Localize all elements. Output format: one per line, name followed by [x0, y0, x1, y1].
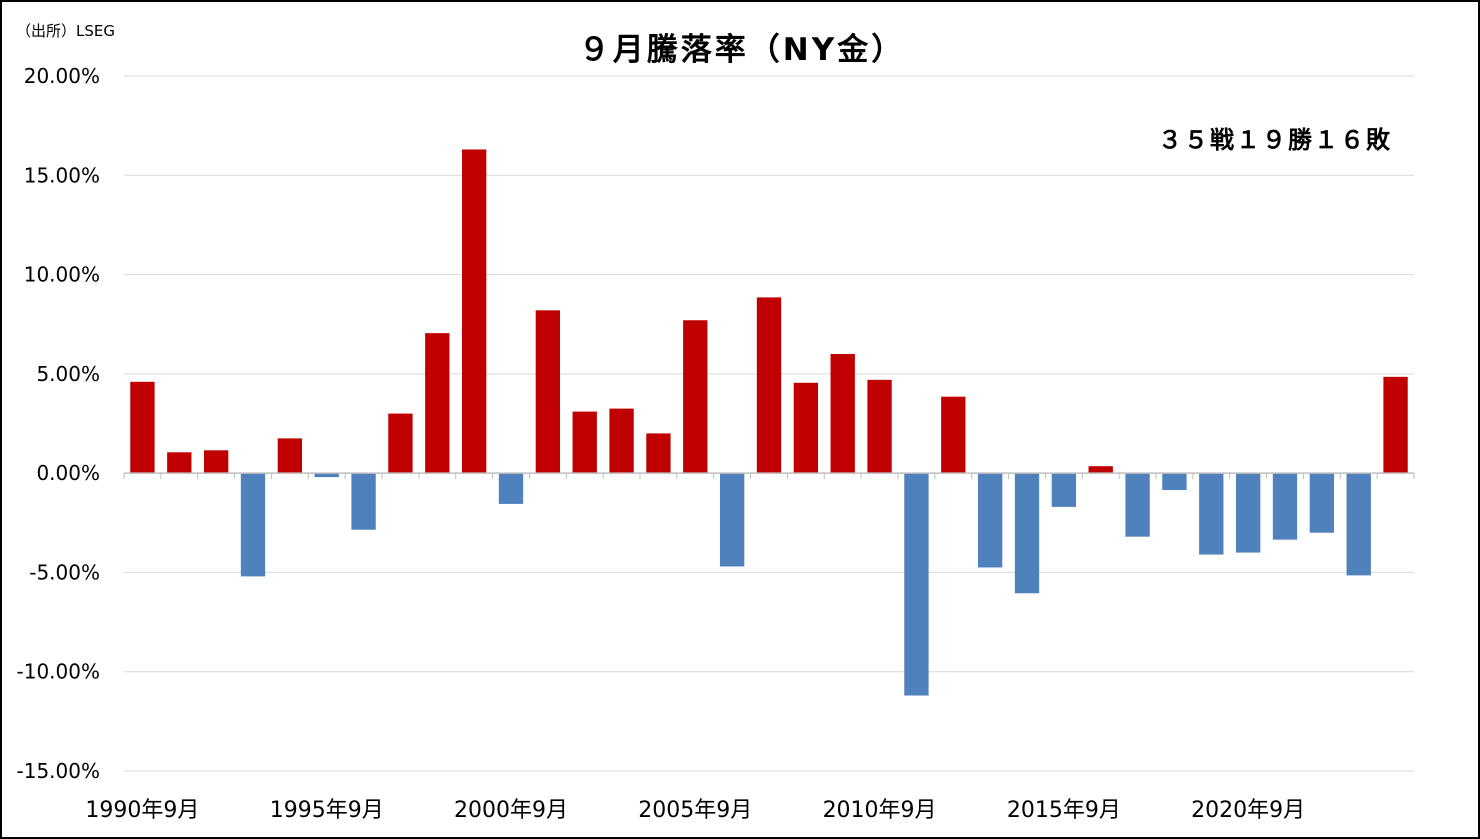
chart-title: ９月騰落率（NY金） — [578, 32, 906, 68]
bar-1995 — [314, 473, 339, 478]
bar-2023 — [1346, 473, 1371, 576]
y-tick-label: 15.00% — [24, 163, 100, 187]
bar-2006 — [719, 473, 745, 567]
bar-2000 — [498, 473, 524, 504]
x-tick-label: 2015年9月 — [1007, 798, 1121, 823]
bar-2013 — [977, 473, 1003, 568]
x-tick-label: 1990年9月 — [85, 798, 199, 823]
bar-2021 — [1272, 473, 1298, 540]
y-tick-label: 20.00% — [24, 64, 100, 88]
bar-2010 — [867, 379, 892, 474]
bar-2017 — [1125, 473, 1150, 537]
bar-1991 — [167, 452, 192, 474]
bar-2011 — [904, 473, 929, 696]
y-tick-label: 0.00% — [36, 461, 100, 485]
bar-1998 — [425, 333, 450, 474]
x-tick-label: 2000年9月 — [454, 798, 568, 823]
bar-2003 — [609, 408, 634, 474]
bar-2014 — [1014, 473, 1040, 594]
bar-2022 — [1309, 473, 1335, 533]
bar-2020 — [1235, 473, 1261, 553]
bar-2019 — [1199, 473, 1224, 555]
bar-2008 — [793, 382, 819, 474]
bar-2007 — [756, 297, 782, 474]
y-tick-label: -10.00% — [17, 660, 100, 684]
bar-1999 — [461, 149, 487, 474]
x-tick-label: 2005年9月 — [638, 798, 752, 823]
x-tick-label: 2020年9月 — [1191, 798, 1305, 823]
y-tick-label: 5.00% — [36, 362, 100, 386]
win-loss-record: ３５戦１９勝１６敗 — [1158, 126, 1392, 154]
bar-1992 — [203, 450, 229, 474]
bar-2016 — [1088, 466, 1113, 474]
bar-2015 — [1051, 473, 1077, 507]
bar-1996 — [351, 473, 376, 530]
bar-2001 — [535, 310, 561, 474]
x-tick-label: 1995年9月 — [270, 798, 384, 823]
x-tick-label: 2010年9月 — [823, 798, 937, 823]
bar-1997 — [388, 413, 413, 474]
y-tick-label: -5.00% — [29, 560, 100, 584]
source-note: （出所）LSEG — [16, 22, 115, 40]
y-tick-label: -15.00% — [17, 759, 100, 783]
bar-1990 — [130, 381, 155, 474]
bar-1993 — [240, 473, 266, 577]
bar-2004 — [646, 433, 671, 474]
bar-1994 — [277, 438, 303, 474]
bar-2009 — [830, 354, 855, 474]
bar-2018 — [1162, 473, 1187, 491]
y-tick-label: 10.00% — [24, 263, 100, 287]
bar-2005 — [683, 320, 708, 474]
bar-2012 — [941, 396, 966, 474]
bar-2002 — [572, 411, 597, 474]
bar-2024 — [1383, 376, 1408, 474]
